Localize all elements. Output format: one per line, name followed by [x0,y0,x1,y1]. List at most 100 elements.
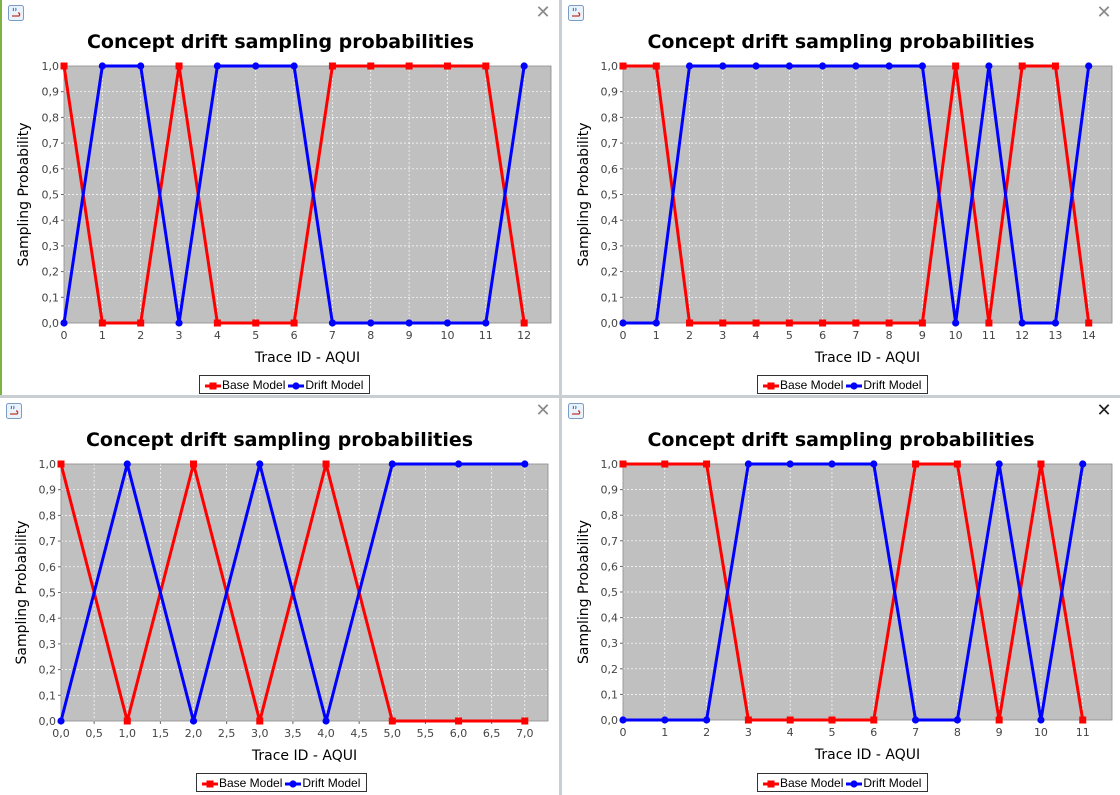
window-titlebar[interactable]: ✕ [2,0,559,28]
data-point-base-model [719,319,727,327]
x-tick-label: 6 [870,726,877,739]
x-tick-label: 2,5 [218,727,236,740]
window-titlebar[interactable]: ✕ [562,0,1120,28]
x-tick-label: 4,0 [317,727,335,740]
data-point-base-model [828,716,836,724]
data-point-drift-model [521,460,529,468]
close-button[interactable]: ✕ [535,400,551,421]
legend-label: Base Model [222,378,286,392]
chart-window-bottom-right: ✕ Concept drift sampling probabilities 0… [562,398,1120,795]
x-tick-label: 11 [1076,726,1090,739]
data-point-drift-model [98,62,106,70]
y-axis-label: Sampling Probability [576,123,592,267]
x-tick-label: 5,0 [384,727,402,740]
close-button[interactable]: ✕ [535,2,551,23]
data-point-drift-model [953,716,961,724]
data-point-drift-model [322,717,330,725]
x-tick-label: 8 [367,329,374,342]
close-button[interactable]: ✕ [1096,400,1112,421]
x-tick-label: 5,5 [417,727,435,740]
data-point-base-model [995,716,1003,724]
y-tick-label: 1,0 [39,458,57,471]
x-tick-label: 8 [886,329,893,342]
x-tick-label: 4,5 [350,727,368,740]
x-tick-label: 1 [99,329,106,342]
x-tick-label: 7 [912,726,919,739]
y-tick-label: 0,0 [42,317,60,330]
data-point-drift-model [885,62,893,70]
x-tick-label: 0 [620,726,627,739]
data-point-drift-model [290,62,298,70]
data-point-drift-model [328,319,337,327]
y-tick-label: 0,9 [39,484,57,497]
java-app-icon [8,5,24,21]
legend-swatch-base-model [763,382,779,390]
data-point-base-model [123,717,131,725]
data-point-base-model [953,460,961,468]
legend-item-base-model: Base Model [762,774,843,793]
window-gap-vertical [559,0,562,795]
x-tick-label: 10 [1034,726,1048,739]
legend-item-drift-model: Drift Model [287,376,363,395]
x-tick-label: 12 [517,329,531,342]
y-tick-label: 0,0 [601,317,619,330]
data-point-base-model [1051,62,1059,70]
chart-window-top-right: ✕ Concept drift sampling probabilities 0… [562,0,1120,395]
data-point-base-model [455,717,463,725]
x-tick-label: 2 [137,329,144,342]
data-point-base-model [1018,62,1026,70]
data-point-base-model [870,716,878,724]
data-point-drift-model [213,62,221,70]
data-point-base-model [322,460,330,468]
y-tick-label: 0,4 [42,214,60,227]
legend-item-base-model: Base Model [204,376,285,395]
x-tick-label: 3 [176,329,183,342]
x-tick-label: 14 [1082,329,1096,342]
y-tick-label: 0,8 [601,111,619,124]
data-point-drift-model [1085,62,1093,70]
data-point-drift-model [744,460,752,468]
data-point-drift-model [786,460,794,468]
y-tick-label: 0,7 [601,535,619,548]
x-tick-label: 3,5 [284,727,302,740]
data-point-base-model [686,319,694,327]
window-titlebar[interactable]: ✕ [562,398,1120,426]
x-tick-label: 5 [252,329,259,342]
window-titlebar[interactable]: ✕ [0,398,559,426]
data-point-base-model [852,319,860,327]
data-point-base-model [520,319,528,327]
data-point-drift-model [785,62,793,70]
y-tick-label: 0,8 [39,509,57,522]
y-tick-label: 0,3 [42,240,60,253]
close-button[interactable]: ✕ [1096,2,1112,23]
x-tick-label: 6 [819,329,826,342]
chart-title: Concept drift sampling probabilities [86,31,475,53]
data-point-drift-model [952,319,960,327]
data-point-drift-model [1037,716,1045,724]
legend-swatch-marker [292,382,300,390]
x-tick-label: 1,5 [152,727,170,740]
legend-swatch-base-model [202,780,218,788]
data-point-base-model [137,319,145,327]
y-axis-label: Sampling Probability [14,521,30,665]
y-tick-label: 0,0 [601,714,619,727]
data-point-drift-model [1018,319,1026,327]
x-tick-label: 2,0 [185,727,203,740]
y-tick-label: 0,3 [39,638,57,651]
data-point-drift-model [995,460,1003,468]
legend-swatch-marker [289,780,297,788]
legend-item-base-model: Base Model [201,774,282,793]
x-tick-label: 6,5 [483,727,501,740]
data-point-base-model [57,460,65,468]
data-point-base-model [60,62,68,70]
y-tick-label: 0,7 [601,137,619,150]
y-tick-label: 0,0 [39,715,57,728]
y-tick-label: 0,8 [601,509,619,522]
data-point-drift-model [619,716,627,724]
data-point-base-model [752,319,760,327]
legend-swatch-marker [206,780,214,788]
data-point-base-model [252,319,260,327]
legend-item-drift-model: Drift Model [284,774,360,793]
data-point-base-model [190,460,198,468]
data-point-base-model [405,62,413,70]
